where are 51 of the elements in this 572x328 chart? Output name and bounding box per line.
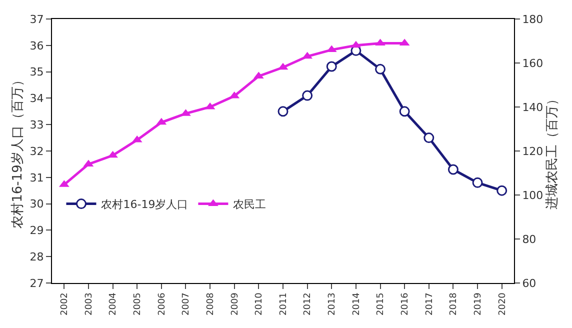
x-tick-label: 2002 — [60, 292, 70, 316]
legend-label: 农民工 — [233, 198, 266, 212]
y-tick-label: 37 — [30, 12, 44, 26]
x-tick-label: 2013 — [328, 292, 338, 316]
point — [375, 64, 386, 74]
y2-tick-label: 180 — [522, 12, 544, 26]
x-tick-label: 2016 — [400, 292, 411, 316]
x-tick-label: 2020 — [498, 292, 508, 316]
y-tick-label: 30 — [30, 198, 44, 211]
point — [399, 106, 410, 117]
point — [472, 177, 483, 188]
y-tick-label: 27 — [30, 276, 44, 290]
x-tick-label: 2003 — [84, 292, 94, 316]
x-tick-label: 2007 — [182, 292, 192, 316]
x-tick-label: 2010 — [254, 292, 265, 316]
x-tick-label: 2004 — [108, 292, 119, 316]
y-tick-label: 35 — [30, 66, 44, 79]
y-tick-label: 28 — [30, 250, 44, 264]
x-tick-label: 2018 — [449, 292, 460, 316]
y-tick-label: 33 — [30, 118, 44, 132]
x-tick-label: 2012 — [303, 292, 314, 316]
y2-tick-label: 140 — [522, 100, 544, 114]
x-tick-label: 2014 — [352, 292, 362, 316]
x-tick-label: 2006 — [157, 292, 168, 316]
y-tick-label: 34 — [30, 92, 44, 106]
y2-tick-label: 160 — [522, 56, 544, 70]
point — [496, 185, 508, 196]
x-tick-label: 2015 — [376, 292, 386, 316]
x-tick-label: 2009 — [230, 292, 240, 316]
x-tick-label: 2019 — [473, 292, 484, 316]
point — [302, 90, 313, 101]
point — [278, 106, 288, 117]
x-tick-label: 2005 — [133, 292, 144, 316]
point — [108, 150, 118, 158]
x-tick-label: 2017 — [424, 292, 435, 316]
y-tick-label: 32 — [30, 144, 44, 158]
y-tick-label: 29 — [30, 224, 44, 238]
x-tick-label: 2011 — [278, 292, 289, 316]
y2-tick-label: 120 — [522, 144, 544, 158]
y2-tick-label: 80 — [522, 232, 536, 246]
y-tick-label: 36 — [30, 39, 44, 52]
y-tick-label: 31 — [30, 171, 44, 184]
y2-axis-title: 进城农民工（百万） — [544, 92, 560, 210]
y2-tick-label: 100 — [522, 188, 544, 202]
legend-label: 农村16-19岁人口 — [101, 198, 188, 212]
point — [448, 164, 458, 175]
x-tick-label: 2008 — [206, 292, 216, 316]
y2-tick-label: 60 — [522, 276, 536, 290]
point — [326, 61, 337, 72]
point — [424, 132, 434, 144]
y-axis-title: 农村16-19岁人口（百万） — [10, 74, 26, 228]
